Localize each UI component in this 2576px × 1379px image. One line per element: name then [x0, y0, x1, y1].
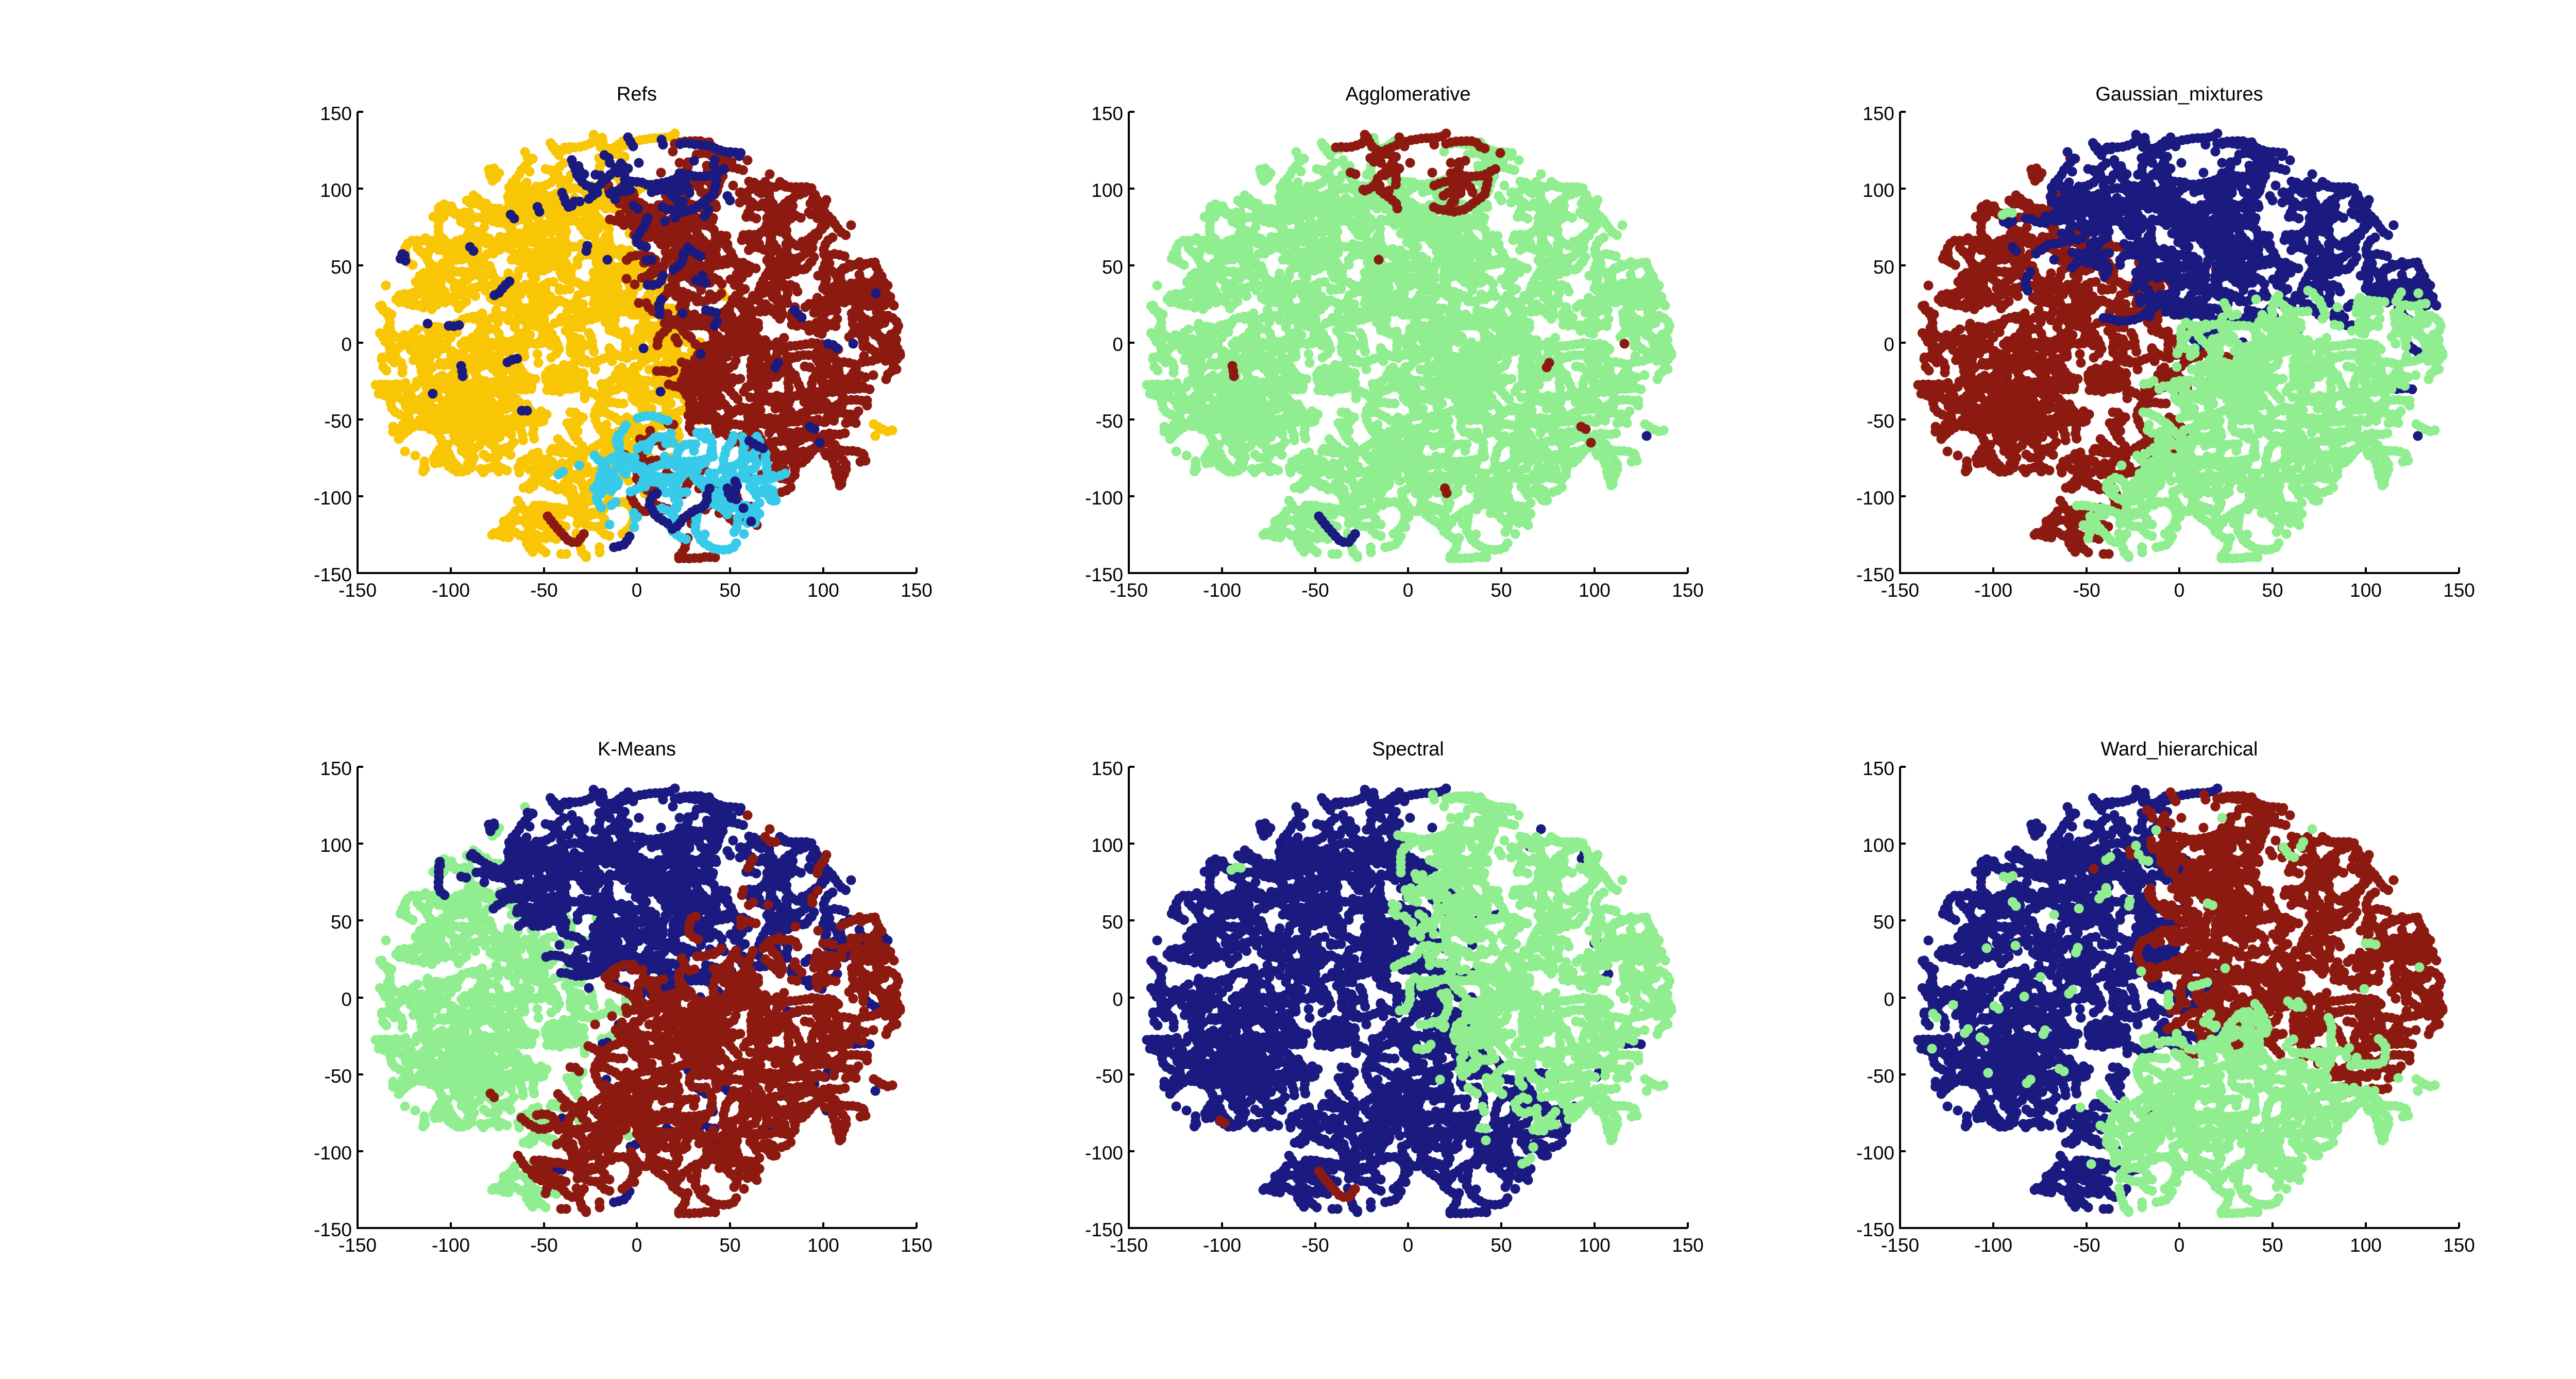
svg-text:150: 150 [2443, 580, 2475, 601]
svg-text:-150: -150 [314, 564, 352, 585]
svg-text:-100: -100 [1203, 1235, 1241, 1256]
svg-text:-150: -150 [1085, 564, 1123, 585]
svg-text:100: 100 [320, 180, 352, 201]
svg-text:50: 50 [719, 1235, 740, 1256]
svg-text:-50: -50 [1867, 411, 1894, 432]
svg-text:150: 150 [2443, 1235, 2475, 1256]
svg-text:50: 50 [2262, 580, 2283, 601]
svg-text:-100: -100 [1085, 487, 1123, 509]
svg-text:50: 50 [1873, 257, 1894, 278]
svg-text:100: 100 [1862, 180, 1894, 201]
svg-text:150: 150 [320, 758, 352, 779]
svg-text:150: 150 [1672, 1235, 1704, 1256]
svg-text:100: 100 [320, 835, 352, 856]
svg-text:100: 100 [1091, 835, 1123, 856]
svg-text:-50: -50 [1096, 411, 1123, 432]
svg-text:-50: -50 [530, 1235, 557, 1256]
svg-text:-100: -100 [432, 1235, 470, 1256]
svg-text:150: 150 [1862, 103, 1894, 124]
svg-text:100: 100 [1091, 180, 1123, 201]
svg-text:-150: -150 [1110, 1235, 1148, 1256]
svg-text:150: 150 [901, 580, 933, 601]
svg-text:Spectral: Spectral [1372, 738, 1444, 760]
svg-text:0: 0 [2174, 1235, 2185, 1256]
svg-text:100: 100 [807, 580, 839, 601]
svg-text:-100: -100 [432, 580, 470, 601]
svg-text:Ward_hierarchical: Ward_hierarchical [2101, 738, 2258, 760]
svg-text:-100: -100 [1856, 487, 1894, 509]
svg-text:0: 0 [2174, 580, 2185, 601]
svg-text:50: 50 [1490, 1235, 1512, 1256]
svg-text:0: 0 [341, 334, 352, 355]
svg-text:-50: -50 [530, 580, 557, 601]
svg-text:-50: -50 [2073, 580, 2100, 601]
svg-text:50: 50 [331, 257, 352, 278]
svg-text:100: 100 [1862, 835, 1894, 856]
svg-text:-100: -100 [1203, 580, 1241, 601]
svg-text:100: 100 [807, 1235, 839, 1256]
svg-text:-100: -100 [1085, 1142, 1123, 1164]
svg-text:150: 150 [1091, 758, 1123, 779]
svg-text:50: 50 [331, 912, 352, 933]
svg-text:-150: -150 [1856, 1219, 1894, 1240]
svg-text:0: 0 [1403, 1235, 1414, 1256]
svg-text:-150: -150 [338, 580, 377, 601]
svg-text:-100: -100 [314, 487, 352, 509]
svg-text:150: 150 [1672, 580, 1704, 601]
svg-text:-50: -50 [325, 411, 352, 432]
svg-text:Gaussian_mixtures: Gaussian_mixtures [2095, 83, 2263, 105]
svg-text:0: 0 [1112, 989, 1123, 1010]
svg-text:50: 50 [1102, 912, 1123, 933]
svg-text:0: 0 [632, 580, 642, 601]
svg-text:50: 50 [1873, 912, 1894, 933]
svg-text:100: 100 [2350, 1235, 2382, 1256]
svg-text:100: 100 [1579, 1235, 1611, 1256]
svg-text:-50: -50 [1096, 1066, 1123, 1087]
svg-text:-150: -150 [314, 1219, 352, 1240]
svg-text:-100: -100 [1974, 580, 2012, 601]
svg-text:-100: -100 [1974, 1235, 2012, 1256]
svg-text:50: 50 [2262, 1235, 2283, 1256]
svg-text:Agglomerative: Agglomerative [1346, 83, 1471, 105]
svg-text:-150: -150 [1881, 580, 1919, 601]
svg-text:-100: -100 [314, 1142, 352, 1164]
svg-text:Refs: Refs [617, 83, 657, 105]
svg-text:-150: -150 [338, 1235, 377, 1256]
svg-text:0: 0 [1403, 580, 1414, 601]
svg-text:0: 0 [632, 1235, 642, 1256]
svg-text:-150: -150 [1085, 1219, 1123, 1240]
svg-text:0: 0 [341, 989, 352, 1010]
svg-text:50: 50 [719, 580, 740, 601]
svg-text:0: 0 [1884, 334, 1894, 355]
svg-text:K-Means: K-Means [598, 738, 676, 760]
svg-text:-50: -50 [1301, 1235, 1329, 1256]
svg-text:150: 150 [901, 1235, 933, 1256]
svg-text:0: 0 [1112, 334, 1123, 355]
svg-text:-50: -50 [325, 1066, 352, 1087]
svg-text:100: 100 [2350, 580, 2382, 601]
svg-text:150: 150 [1862, 758, 1894, 779]
svg-text:0: 0 [1884, 989, 1894, 1010]
svg-text:150: 150 [320, 103, 352, 124]
svg-text:150: 150 [1091, 103, 1123, 124]
svg-text:-100: -100 [1856, 1142, 1894, 1164]
svg-text:-50: -50 [2073, 1235, 2100, 1256]
svg-text:100: 100 [1579, 580, 1611, 601]
svg-text:-150: -150 [1881, 1235, 1919, 1256]
svg-text:-50: -50 [1867, 1066, 1894, 1087]
svg-text:-50: -50 [1301, 580, 1329, 601]
svg-text:-150: -150 [1856, 564, 1894, 585]
svg-text:-150: -150 [1110, 580, 1148, 601]
svg-text:50: 50 [1102, 257, 1123, 278]
svg-text:50: 50 [1490, 580, 1512, 601]
